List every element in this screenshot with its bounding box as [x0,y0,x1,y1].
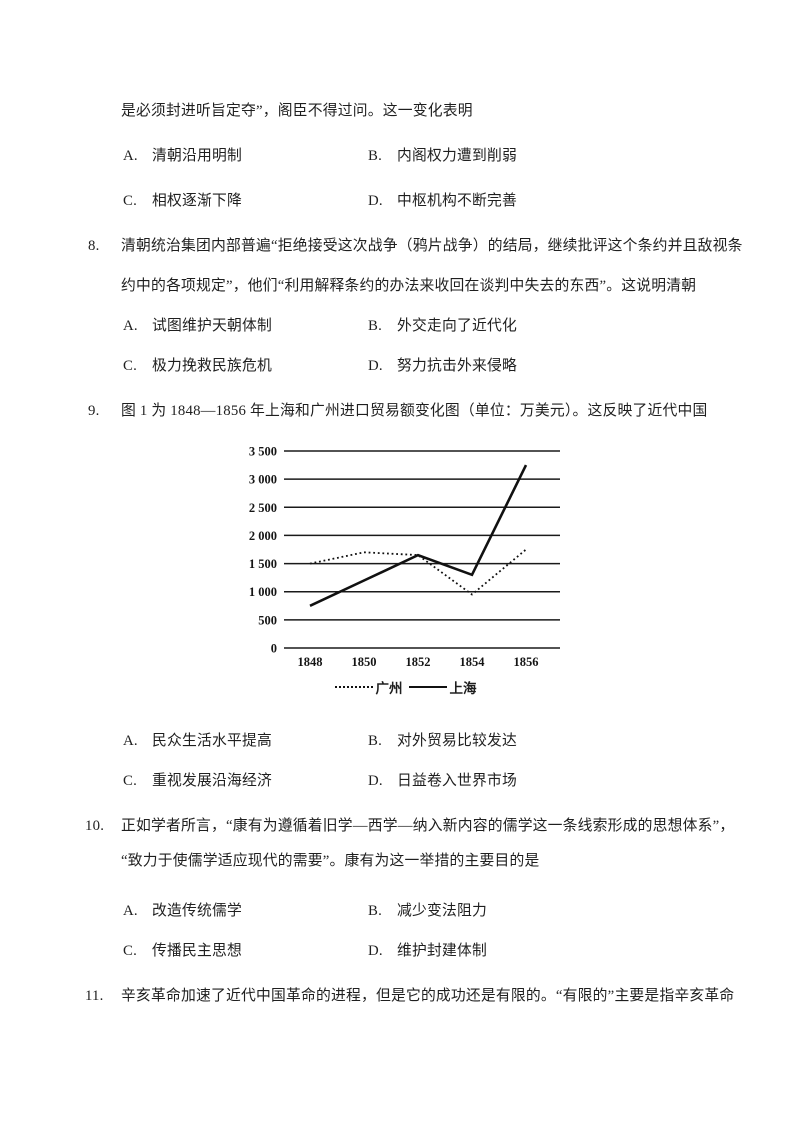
option-text: 传播民主思想 [152,943,242,959]
question-number: 8. [88,238,100,254]
y-axis-tick-label: 2 000 [249,529,277,543]
q7-option-b: B. 内阁权力遭到削弱 [368,148,517,165]
y-axis-tick-label: 1 500 [249,557,277,571]
option-text: 民众生活水平提高 [152,733,272,749]
option-label: B. [368,733,382,749]
x-axis-tick-label: 1852 [406,655,431,669]
option-label: D. [368,943,383,959]
option-text: 减少变法阻力 [397,903,487,919]
legend-series-name: 上海 [449,681,477,696]
series-line-上海 [309,464,528,607]
option-label: B. [368,148,382,164]
x-axis-tick-label: 1850 [352,655,377,669]
option-label: C. [123,193,137,209]
legend-item-广州: 广州 [334,677,403,697]
question-number: 9. [88,403,100,419]
x-axis-tick-label: 1848 [298,655,323,669]
option-text: 极力挽救民族危机 [152,358,272,374]
option-text: 努力抗击外来侵略 [397,358,517,374]
question-9-line-1: 9. 图 1 为 1848—1856 年上海和广州进口贸易额变化图（单位：万美元）… [88,403,707,420]
question-text: 清朝统治集团内部普遍“拒绝接受这次战争（鸦片战争）的结局，继续批评这个条约并且敌… [121,238,743,254]
q9-option-b: B. 对外贸易比较发达 [368,733,517,750]
option-label: B. [368,318,382,334]
q10-option-b: B. 减少变法阻力 [368,903,487,920]
option-text: 重视发展沿海经济 [152,773,272,789]
q7-option-a: A. 清朝沿用明制 [123,148,242,165]
y-axis-tick-label: 0 [271,642,277,656]
q9-option-a: A. 民众生活水平提高 [123,733,272,750]
option-label: C. [123,943,137,959]
legend-item-上海: 上海 [408,677,477,697]
option-text: 外交走向了近代化 [397,318,517,334]
series-line-广州 [309,548,527,596]
question-text: 辛亥革命加速了近代中国革命的进程，但是它的成功还是有限的。“有限的”主要是指辛亥… [121,988,735,1004]
y-axis-tick-label: 3 500 [249,445,277,459]
chart-svg: 3 500 3 000 2 500 2 000 1 500 1 000 500 0 1848 18… [249,445,560,669]
q8-option-a: A. 试图维护天朝体制 [123,318,272,335]
chart-legend: 广州 上海 [238,677,573,697]
q9-option-d: D. 日益卷入世界市场 [368,773,517,790]
option-label: C. [123,358,137,374]
question-8-line-1: 8. 清朝统治集团内部普遍“拒绝接受这次战争（鸦片战争）的结局，继续批评这个条约并… [88,238,743,255]
option-label: B. [368,903,382,919]
option-label: D. [368,358,383,374]
q8-option-b: B. 外交走向了近代化 [368,318,517,335]
q9-option-c: C. 重视发展沿海经济 [123,773,272,790]
import-trade-line-chart: 3 500 3 000 2 500 2 000 1 500 1 000 500 0 1848 18… [238,437,573,705]
question-text: 正如学者所言，“康有为遵循着旧学—西学—纳入新内容的儒学这一条线索形成的思想体系… [121,818,735,834]
option-label: D. [368,773,383,789]
option-text: 维护封建体制 [397,943,487,959]
question-11-line-1: 11. 辛亥革命加速了近代中国革命的进程，但是它的成功还是有限的。“有限的”主要是… [85,988,734,1005]
q10-option-c: C. 传播民主思想 [123,943,242,960]
option-text: 对外贸易比较发达 [397,733,517,749]
option-text: 清朝沿用明制 [152,148,242,164]
legend-line-sample [408,686,447,688]
option-label: A. [123,318,138,334]
y-axis-tick-label: 500 [258,613,277,627]
legend-series-name: 广州 [375,681,403,696]
question-number: 11. [85,988,104,1004]
x-axis-tick-label: 1856 [514,655,539,669]
q10-option-a: A. 改造传统儒学 [123,903,242,920]
option-text: 相权逐渐下降 [152,193,242,209]
x-axis-tick-label: 1854 [460,655,486,669]
option-label: A. [123,903,138,919]
option-label: A. [123,733,138,749]
option-label: A. [123,148,138,164]
option-label: D. [368,193,383,209]
legend-line-sample [334,686,373,688]
question-10-line-1: 10. 正如学者所言，“康有为遵循着旧学—西学—纳入新内容的儒学这一条线索形成的思… [85,818,734,835]
question-8-line-2: 约中的各项规定”，他们“利用解释条约的办法来收回在谈判中失去的东西”。这说明清朝 [121,278,697,294]
q7-option-d: D. 中枢机构不断完善 [368,193,517,210]
q8-option-c: C. 极力挽救民族危机 [123,358,272,375]
q7-option-c: C. 相权逐渐下降 [123,193,242,210]
question-text: 图 1 为 1848—1856 年上海和广州进口贸易额变化图（单位：万美元）。这… [121,403,708,419]
question-number: 10. [85,818,105,834]
q10-option-d: D. 维护封建体制 [368,943,487,960]
question-7-text: 是必须封进听旨定夺”，阁臣不得过问。这一变化表明 [121,103,473,119]
option-text: 内阁权力遭到削弱 [397,148,517,164]
option-text: 改造传统儒学 [152,903,242,919]
option-text: 日益卷入世界市场 [397,773,517,789]
option-text: 中枢机构不断完善 [397,193,517,209]
y-axis-tick-label: 3 000 [249,473,277,487]
y-axis-tick-label: 1 000 [249,585,277,599]
option-text: 试图维护天朝体制 [152,318,272,334]
option-label: C. [123,773,137,789]
question-10-line-2: “致力于使儒学适应现代的需要”。康有为这一举措的主要目的是 [121,853,540,869]
y-axis-tick-label: 2 500 [249,501,277,515]
q8-option-d: D. 努力抗击外来侵略 [368,358,517,375]
